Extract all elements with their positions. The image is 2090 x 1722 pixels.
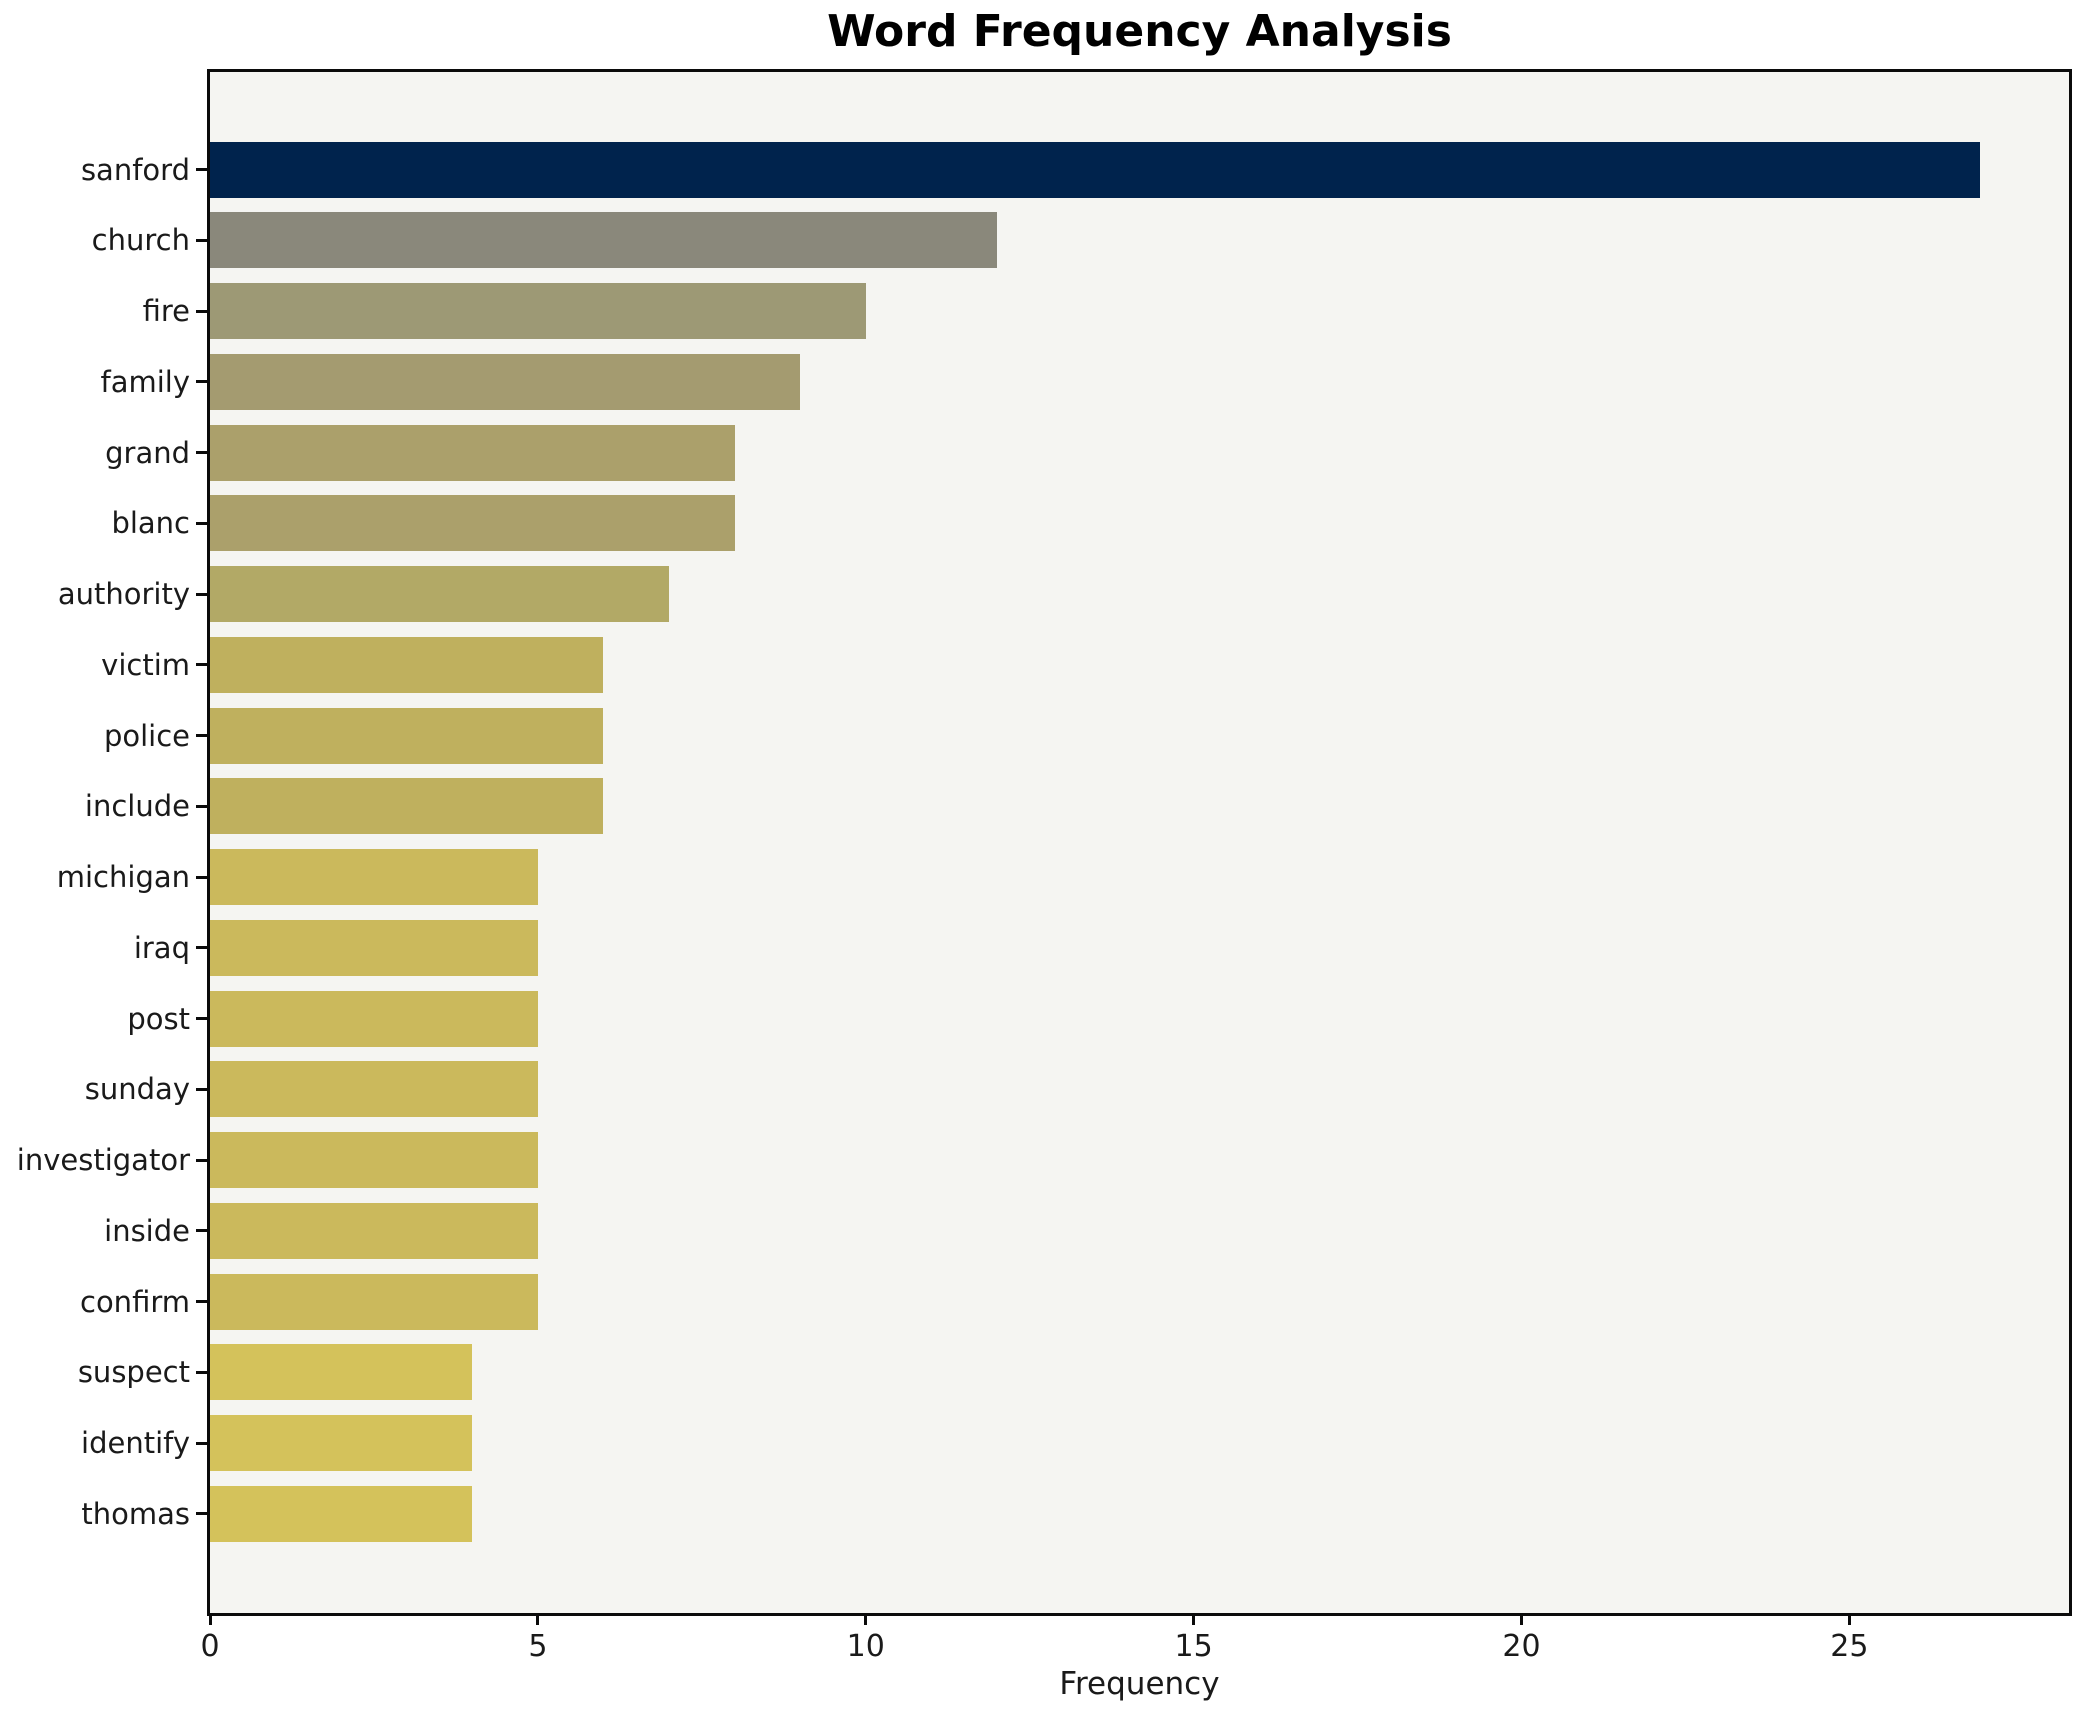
y-tick-label-suspect: suspect: [77, 1355, 190, 1390]
y-tick-mark: [196, 875, 210, 879]
y-tick-mark: [196, 168, 210, 171]
bar-suspect: [210, 1344, 473, 1401]
x-tick-label-5: 5: [528, 1629, 548, 1664]
x-tick-label-0: 0: [200, 1629, 220, 1664]
y-tick-mark: [196, 451, 210, 454]
bar-victim: [210, 636, 604, 693]
y-tick-mark: [196, 734, 210, 737]
y-tick-label-michigan: michigan: [56, 860, 190, 894]
y-tick-label-authority: authority: [57, 577, 190, 611]
y-tick-label-blanc: blanc: [111, 506, 190, 541]
y-tick-label-inside: inside: [104, 1213, 190, 1248]
x-tick-mark: [536, 1613, 540, 1625]
bar-michigan: [210, 849, 538, 905]
x-tick-mark: [864, 1613, 868, 1625]
y-tick-mark: [196, 663, 210, 667]
y-tick-mark: [196, 238, 210, 242]
x-tick-label-10: 10: [846, 1629, 885, 1664]
bar-investigator: [210, 1132, 538, 1188]
x-tick-mark: [1519, 1613, 1523, 1625]
bar-authority: [210, 566, 669, 622]
x-axis-title: Frequency: [1059, 1666, 1220, 1702]
chart-title: Word Frequency Analysis: [827, 6, 1452, 57]
bar-post: [210, 990, 538, 1047]
bar-fire: [210, 283, 866, 339]
y-tick-label-police: police: [103, 718, 190, 753]
y-tick-mark: [196, 1512, 210, 1516]
bar-sanford: [210, 141, 1981, 198]
x-tick-mark: [208, 1613, 212, 1625]
y-tick-label-iraq: iraq: [133, 930, 190, 965]
y-tick-mark: [196, 1087, 210, 1091]
y-tick-mark: [196, 1158, 210, 1162]
bar-thomas: [210, 1485, 473, 1542]
y-tick-mark: [196, 592, 210, 596]
x-tick-mark: [1847, 1613, 1851, 1625]
y-tick-label-include: include: [84, 789, 190, 824]
y-tick-label-sunday: sunday: [84, 1072, 190, 1107]
y-tick-label-post: post: [127, 1001, 190, 1036]
y-tick-mark: [196, 1441, 210, 1445]
y-tick-label-investigator: investigator: [16, 1143, 190, 1177]
y-tick-label-identify: identify: [81, 1426, 190, 1460]
bar-church: [210, 212, 997, 269]
bar-sunday: [210, 1061, 538, 1118]
y-tick-mark: [196, 1370, 210, 1374]
bar-iraq: [210, 919, 538, 976]
y-tick-mark: [196, 804, 210, 808]
bar-identify: [210, 1415, 473, 1471]
bar-police: [210, 707, 604, 764]
x-tick-label-20: 20: [1502, 1629, 1541, 1664]
y-tick-label-fire: fire: [142, 294, 190, 328]
y-tick-label-sanford: sanford: [80, 152, 190, 187]
bar-inside: [210, 1202, 538, 1259]
bar-confirm: [210, 1273, 538, 1330]
y-tick-mark: [196, 380, 210, 384]
y-tick-mark: [196, 521, 210, 525]
y-tick-mark: [196, 1300, 210, 1303]
bar-family: [210, 353, 801, 410]
x-tick-label-25: 25: [1830, 1629, 1869, 1664]
y-tick-label-grand: grand: [105, 435, 190, 470]
y-tick-label-victim: victim: [101, 647, 190, 682]
bar-include: [210, 778, 604, 835]
y-tick-mark: [196, 1017, 210, 1020]
y-tick-label-confirm: confirm: [80, 1284, 190, 1319]
bar-grand: [210, 424, 735, 481]
x-tick-mark: [1192, 1613, 1196, 1625]
x-tick-label-15: 15: [1174, 1629, 1213, 1664]
bar-blanc: [210, 495, 735, 552]
y-tick-label-family: family: [100, 364, 190, 399]
y-tick-mark: [196, 1229, 210, 1233]
y-tick-mark: [196, 946, 210, 950]
y-tick-mark: [196, 309, 210, 313]
y-tick-label-church: church: [91, 223, 190, 258]
y-tick-label-thomas: thomas: [81, 1496, 190, 1531]
